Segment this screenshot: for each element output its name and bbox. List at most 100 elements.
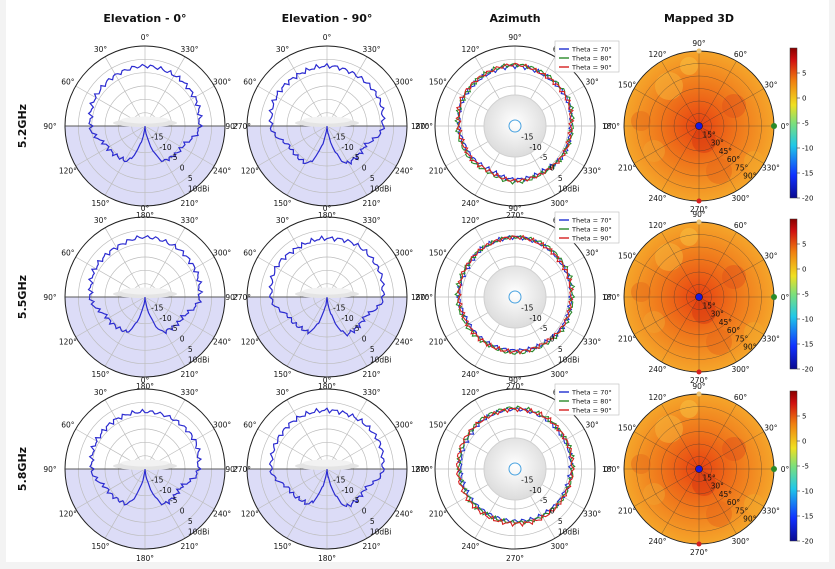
grid-spoke	[75, 296, 146, 338]
grid-spoke	[698, 296, 737, 363]
angle-label: 300°	[550, 370, 568, 379]
angle-label: 210°	[362, 370, 380, 379]
row-label: 5.5GHz	[16, 275, 29, 319]
radial-tick-label: -10	[159, 486, 171, 495]
angle-label: 270°	[506, 382, 524, 391]
angle-label: 210°	[618, 164, 636, 173]
radial-tick-label: -10	[529, 143, 541, 152]
grid-spoke	[633, 296, 700, 335]
angle-label: 30°	[276, 388, 290, 397]
grid-spoke	[286, 399, 328, 470]
radial-tick-label: 5	[370, 174, 375, 183]
device-top-view	[483, 265, 547, 329]
azimuth-series-curve	[455, 62, 575, 183]
azimuth-series-curve	[456, 234, 575, 355]
azimuth-plot: 0°30°60°90°120°150°180°210°240°270°300°3…	[411, 33, 620, 220]
radial-tick-label: -10	[159, 143, 171, 152]
grid-spoke	[698, 60, 737, 127]
angle-label: 210°	[429, 167, 447, 176]
angle-label: 210°	[180, 542, 198, 551]
angle-label: 90°	[43, 465, 57, 474]
angle-label: 330°	[583, 167, 601, 176]
radial-tick-label: 15°	[702, 301, 716, 310]
angle-label: 90°	[692, 39, 706, 48]
elevation-plot: 0° 30° 60° 90° 120° 150° 180° 210° 240° 270° 300° 3…	[43, 33, 251, 220]
angle-label: 210°	[180, 199, 198, 208]
device-silhouette	[303, 287, 351, 295]
angle-label: 240°	[213, 338, 231, 347]
angle-label: 180°	[411, 293, 429, 302]
colorbar-tick-label: 0	[802, 438, 806, 446]
angle-label: 240°	[648, 537, 666, 546]
angle-label: 330°	[762, 507, 780, 516]
grid-spoke	[698, 468, 737, 535]
angle-label: 240°	[461, 370, 479, 379]
radial-tick-label: -5	[352, 324, 360, 333]
grid-spoke	[661, 60, 700, 127]
gain-patch	[692, 472, 716, 496]
angle-label: 150°	[618, 252, 636, 261]
grid-spoke	[257, 296, 328, 338]
grid-spoke	[326, 296, 368, 367]
gain-patch	[706, 329, 732, 355]
gain-patch	[706, 501, 732, 527]
colorbar-tick-label: -15	[802, 170, 813, 178]
angle-label: 150°	[429, 78, 447, 87]
pattern-curve	[268, 235, 386, 337]
colorbar-tick-label: -5	[802, 120, 809, 128]
azimuth-plot: 0°30°60°90°120°150°180°210°240°270°300°3…	[411, 204, 620, 391]
center-marker	[695, 293, 703, 301]
radial-tick-label: 10dBi	[188, 184, 210, 193]
angle-label: 120°	[59, 510, 77, 519]
angle-label: 120°	[648, 393, 666, 402]
gain-patch	[744, 494, 764, 514]
radial-tick-label: 0	[362, 335, 367, 344]
radial-tick-label: -15	[151, 132, 163, 141]
angle-label: 240°	[461, 542, 479, 551]
angle-label: 0°	[781, 465, 790, 474]
grid-spoke	[104, 468, 146, 539]
angle-label: 300°	[731, 365, 749, 374]
angle-label: 60°	[243, 78, 257, 87]
angle-label: 180°	[318, 382, 336, 391]
radial-tick-label: 0	[180, 335, 185, 344]
angle-label: 240°	[648, 365, 666, 374]
gain-patch	[631, 282, 651, 302]
radial-tick-label: -15	[521, 303, 533, 312]
angle-label: 270°	[233, 465, 251, 474]
angle-label: 30°	[276, 45, 290, 54]
angle-label: 90°	[43, 293, 57, 302]
azimuth-series-curve	[455, 406, 575, 528]
center-marker	[695, 122, 703, 130]
angle-label: 330°	[362, 45, 380, 54]
angle-label: 270°	[233, 293, 251, 302]
angle-label: 330°	[762, 335, 780, 344]
grid-spoke	[661, 231, 700, 298]
angle-label: 150°	[429, 421, 447, 430]
angle-label: 300°	[395, 249, 413, 258]
elevation-plot: 0° 30° 60° 90° 120° 150° 180° 210° 240° 270° 300° 3…	[225, 204, 433, 391]
angle-label: 300°	[213, 78, 231, 87]
grid-spoke	[661, 125, 700, 192]
angle-label: 0°	[604, 122, 613, 131]
top-marker	[696, 48, 702, 54]
column-title: Elevation - 90°	[282, 12, 373, 25]
grid-spoke	[104, 125, 146, 196]
radial-tick-label: 75°	[735, 506, 749, 515]
legend-entry: Theta = 70°	[571, 217, 612, 225]
angle-label: 0°	[781, 293, 790, 302]
radial-tick-label: -5	[170, 324, 178, 333]
grid-spoke	[144, 399, 186, 470]
grid-spoke	[144, 125, 186, 196]
radial-tick-label: 5	[558, 174, 563, 183]
plot-frame	[434, 216, 596, 378]
grid-spoke	[286, 227, 328, 298]
angle-label: 270°	[690, 376, 708, 385]
y-axis-marker	[696, 541, 702, 547]
grid-spoke	[326, 399, 368, 470]
grid-spoke	[75, 468, 146, 510]
angle-label: 90°	[43, 122, 57, 131]
angle-label: 60°	[734, 221, 748, 230]
angle-label: 300°	[213, 421, 231, 430]
angle-label: 180°	[602, 293, 620, 302]
